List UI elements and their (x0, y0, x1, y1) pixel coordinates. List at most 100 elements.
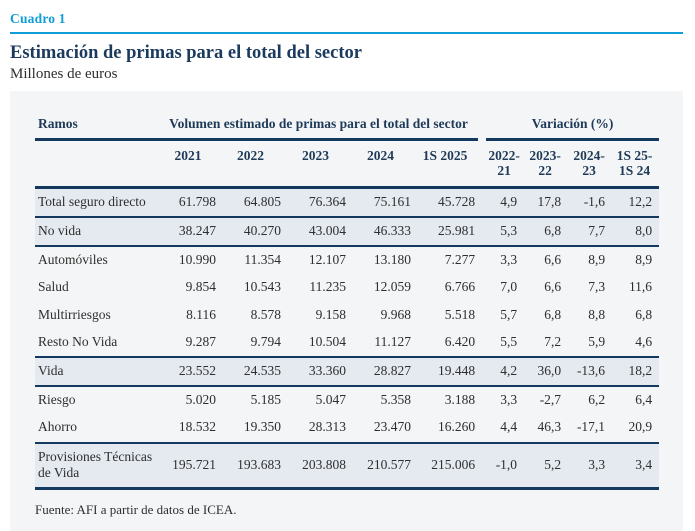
variation-value: 3,3 (568, 441, 613, 490)
variation-value: 3,3 (500, 252, 518, 268)
column-gap (478, 329, 486, 357)
variation-group-header: Variación (%) (486, 116, 660, 141)
volume-group-header-text: Volumen estimado de primas para el total… (169, 116, 468, 131)
premium-value: 11.127 (374, 333, 411, 349)
source-note: Fuente: AFI a partir de datos de ICEA. (35, 501, 237, 517)
variation-value: 5,7 (500, 306, 518, 322)
variation-value: -1,0 (486, 441, 525, 490)
variation-header-2023-22: 2023- 22 (524, 139, 569, 189)
table-row: Provisiones Técnicas de Vida 195.721 193.6… (35, 441, 660, 490)
row-label: Ahorro (38, 419, 77, 435)
premium-value: 210.577 (349, 441, 414, 490)
premium-value: 11.235 (309, 279, 346, 295)
variation-value: 8,0 (612, 216, 660, 248)
variation-value: 6,6 (544, 279, 562, 295)
premium-value: 5.020 (185, 392, 216, 408)
premium-value: 9.968 (380, 306, 411, 322)
premium-value: 28.827 (349, 356, 414, 388)
premium-value: 23.470 (373, 419, 411, 435)
year-header-2024: 2024 (349, 139, 414, 189)
variation-header-line1: 2023- (529, 147, 561, 163)
variation-value: -1,6 (568, 186, 613, 219)
variation-value: 11,6 (628, 279, 653, 295)
premium-value: 13.180 (373, 252, 411, 268)
row-label: Resto No Vida (38, 333, 118, 349)
table-row: Vida 23.552 24.535 33.360 28.827 19.448 4,2 36,… (35, 356, 660, 388)
table-row: Total seguro directo 61.798 64.805 76.364 75… (35, 186, 660, 219)
variation-value: 6,2 (588, 392, 606, 408)
premium-value: 24.535 (219, 356, 284, 388)
variation-value: -17,1 (576, 419, 606, 435)
page-title: Estimación de primas para el total del s… (10, 43, 362, 63)
premium-value: 19.448 (414, 356, 479, 388)
premium-value: 75.161 (349, 186, 414, 219)
row-label: Riesgo (38, 392, 76, 408)
year-header-2021: 2021 (159, 139, 219, 189)
premium-value: 25.981 (414, 216, 479, 248)
table-body: Total seguro directo 61.798 64.805 76.364 75… (35, 186, 660, 490)
premium-value: 6.420 (444, 333, 476, 349)
variation-value: 8,8 (588, 306, 606, 322)
column-gap (478, 386, 486, 414)
variation-value: -2,7 (539, 392, 562, 408)
variation-value: 5,5 (500, 333, 518, 349)
premium-value: 10.504 (308, 333, 346, 349)
variation-header-line1: 2022- (488, 147, 520, 163)
premium-value: 8.116 (186, 306, 216, 322)
premium-value: 5.185 (250, 392, 281, 408)
table-row: Multirriesgos 8.116 8.578 9.158 9.968 5.518 5,… (35, 302, 659, 329)
premium-value: 76.364 (284, 186, 349, 219)
variation-value: 7,2 (544, 333, 562, 349)
variation-value: 7,3 (588, 279, 606, 295)
table-row: Automóviles 10.990 11.354 12.107 13.180 7.277… (35, 246, 659, 274)
variation-value: 5,3 (486, 216, 525, 248)
table-row: Riesgo 5.020 5.185 5.047 5.358 3.188 3,3 -2,7 6,… (35, 386, 659, 414)
premium-value: 6.766 (444, 279, 476, 295)
premium-value: 38.247 (159, 216, 219, 248)
variation-header-2024-23: 2024- 23 (568, 139, 613, 189)
premium-value: 195.721 (159, 441, 219, 490)
empty-header-cell (35, 139, 159, 189)
variation-header-line2: 23 (582, 163, 596, 179)
variation-value: 4,6 (635, 333, 653, 349)
premium-value: 5.047 (315, 392, 346, 408)
variation-value: 8,9 (588, 252, 606, 268)
row-label: Salud (38, 279, 69, 295)
variation-header-line2: 21 (497, 163, 511, 179)
variation-value: 4,9 (486, 186, 525, 219)
premium-value: 23.552 (159, 356, 219, 388)
column-gap (478, 186, 487, 219)
ramos-column-header: Ramos (35, 116, 159, 141)
premium-value: 33.360 (284, 356, 349, 388)
premium-value: 46.333 (349, 216, 414, 248)
premium-value: 12.059 (373, 279, 411, 295)
variation-value: 5,9 (588, 333, 606, 349)
premium-value: 10.543 (243, 279, 281, 295)
variation-value: 18,2 (612, 356, 660, 388)
variation-value: 4,4 (500, 419, 518, 435)
column-gap (478, 441, 487, 490)
variation-value: 7,0 (500, 279, 518, 295)
premium-value: 16.260 (437, 419, 476, 435)
premium-value: 64.805 (219, 186, 284, 219)
premium-value: 19.350 (243, 419, 281, 435)
table-row: Salud 9.854 10.543 11.235 12.059 6.766 7,0 6,6 7… (35, 274, 659, 301)
group-header-row: Ramos Volumen estimado de primas para el… (35, 116, 660, 141)
column-gap (478, 356, 487, 388)
column-gap (478, 274, 486, 301)
premium-value: 10.990 (178, 252, 216, 268)
column-gap (478, 216, 487, 248)
variation-header-line2: 1S 24 (618, 163, 651, 179)
variation-value: 3,4 (612, 441, 660, 490)
year-header-1s2025: 1S 2025 (414, 139, 479, 189)
premium-value: 61.798 (159, 186, 219, 219)
year-header-2023: 2023 (284, 139, 349, 189)
variation-value: 6,6 (544, 252, 562, 268)
variation-header-line1: 2024- (573, 147, 605, 163)
premium-value: 5.518 (444, 306, 476, 322)
variation-value: 46,3 (537, 419, 562, 435)
variation-value: -13,6 (568, 356, 613, 388)
premium-value: 12.107 (308, 252, 346, 268)
kicker-rule: Cuadro 1 (10, 10, 683, 34)
column-gap (478, 116, 486, 139)
